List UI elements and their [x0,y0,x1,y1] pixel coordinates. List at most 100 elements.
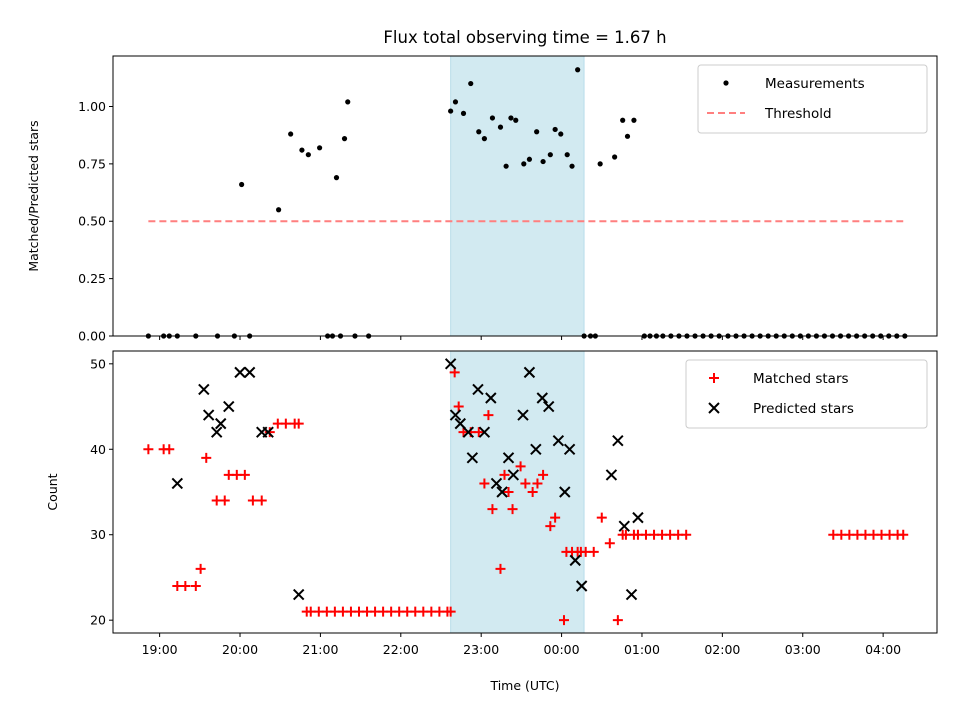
measurement-point [452,99,459,105]
measurement-point [597,161,603,167]
predicted-star-point [444,358,457,370]
matched-star-point [201,452,212,463]
legend-label: Threshold [764,106,832,122]
predicted-star-point [552,435,565,447]
matched-star-point [532,478,543,489]
y-tick-label: 0.50 [78,214,106,229]
matched-star-point [164,444,175,455]
legend-label: Measurements [765,76,865,92]
matched-star-point [190,581,201,591]
measurement-point [612,154,618,160]
predicted-star-point [530,443,542,455]
matched-star-point [195,563,206,574]
legend-box [685,359,928,429]
predicted-star-point [210,426,223,438]
x-tick-label: 22:00 [383,642,419,657]
matched-star-point [527,487,538,497]
x-tick-label: 23:00 [463,642,499,657]
matched-star-point [507,504,518,515]
measurement-point [552,126,558,133]
measurement-point [547,152,553,158]
matched-star-point [239,469,250,480]
predicted-star-point [485,392,497,404]
matched-star-point [681,529,692,540]
x-tick-label: 04:00 [865,642,901,657]
matched-star-point [256,495,267,506]
highlight-span [450,55,585,337]
measurement-point [521,161,527,167]
measurement-point [448,108,454,114]
measurement-point [620,117,626,123]
matched-star-point [180,581,191,591]
measurement-point [276,207,282,213]
matched-star-point [247,495,258,506]
measurement-point [540,158,546,165]
y-tick-label: 0.75 [78,156,106,171]
matched-star-point [445,606,456,617]
predicted-star-point [523,366,536,379]
measurement-point [558,131,564,137]
measurement-point [239,181,245,188]
legend-label: Predicted stars [753,401,854,417]
predicted-star-point [462,426,475,438]
matched-star-point [499,469,510,480]
measurement-point [508,115,514,121]
x-axis-label: Time (UTC) [489,678,559,693]
measurement-point [333,175,340,181]
y-axis-label: Count [45,473,60,510]
predicted-star-point [563,443,576,455]
predicted-star-point [198,383,210,396]
legend-label: Matched stars [753,371,849,387]
x-tick-label: 01:00 [624,642,660,657]
measurement-point [526,156,533,162]
measurement-point [503,163,509,169]
matched-star-point [293,418,304,429]
measurement-point [299,147,305,153]
matched-star-point [264,427,275,438]
measurement-point [489,115,496,121]
matched-star-point [483,410,494,421]
measurement-point [575,67,581,73]
matched-star-point [538,469,549,480]
bottom-panel: 20 30 40 50 19:00 20:00 21:00 22:00 23:00 00:00 01… [45,350,938,657]
predicted-star-point [569,554,581,567]
measurement-point [534,129,540,135]
measurement-point [460,110,467,116]
y-tick-label: 20 [90,613,106,628]
legend-x-marker [708,402,720,414]
chart-title: Flux total observing time = 1.67 h [383,28,666,47]
predicted-star-point [472,383,484,396]
matched-star-point [520,478,531,489]
measurement-point [341,136,348,142]
measurement-point [497,124,504,130]
predicted-star-point [490,477,503,490]
predicted-star-point [605,469,618,481]
y-tick-label: 30 [90,527,106,542]
matched-star-point [545,521,556,532]
measurement-point [481,136,488,142]
matched-star-point [515,461,526,472]
predicted-star-point [234,366,246,379]
predicted-star-point [612,435,624,447]
matched-star-point [219,495,230,506]
measurement-point [624,133,631,139]
measurement-point [631,117,637,123]
predicted-star-point [632,511,644,524]
measurement-point [569,163,575,169]
measurement-point [468,80,474,87]
measurement-point [564,152,570,158]
x-tick-label: 00:00 [544,642,580,657]
matched-star-point [596,512,607,523]
predicted-star-point [496,486,508,498]
predicted-star-point [543,400,555,413]
x-tick-label: 03:00 [785,642,821,657]
matched-star-point [479,478,490,489]
y-tick-label: 1.00 [78,99,106,114]
axes-frame [112,55,938,337]
x-tick-label: 19:00 [142,642,178,657]
legend-box [697,64,928,134]
x-tick-label: 02:00 [704,642,740,657]
matched-star-point [487,504,498,515]
x-tick-label: 20:00 [222,642,258,657]
